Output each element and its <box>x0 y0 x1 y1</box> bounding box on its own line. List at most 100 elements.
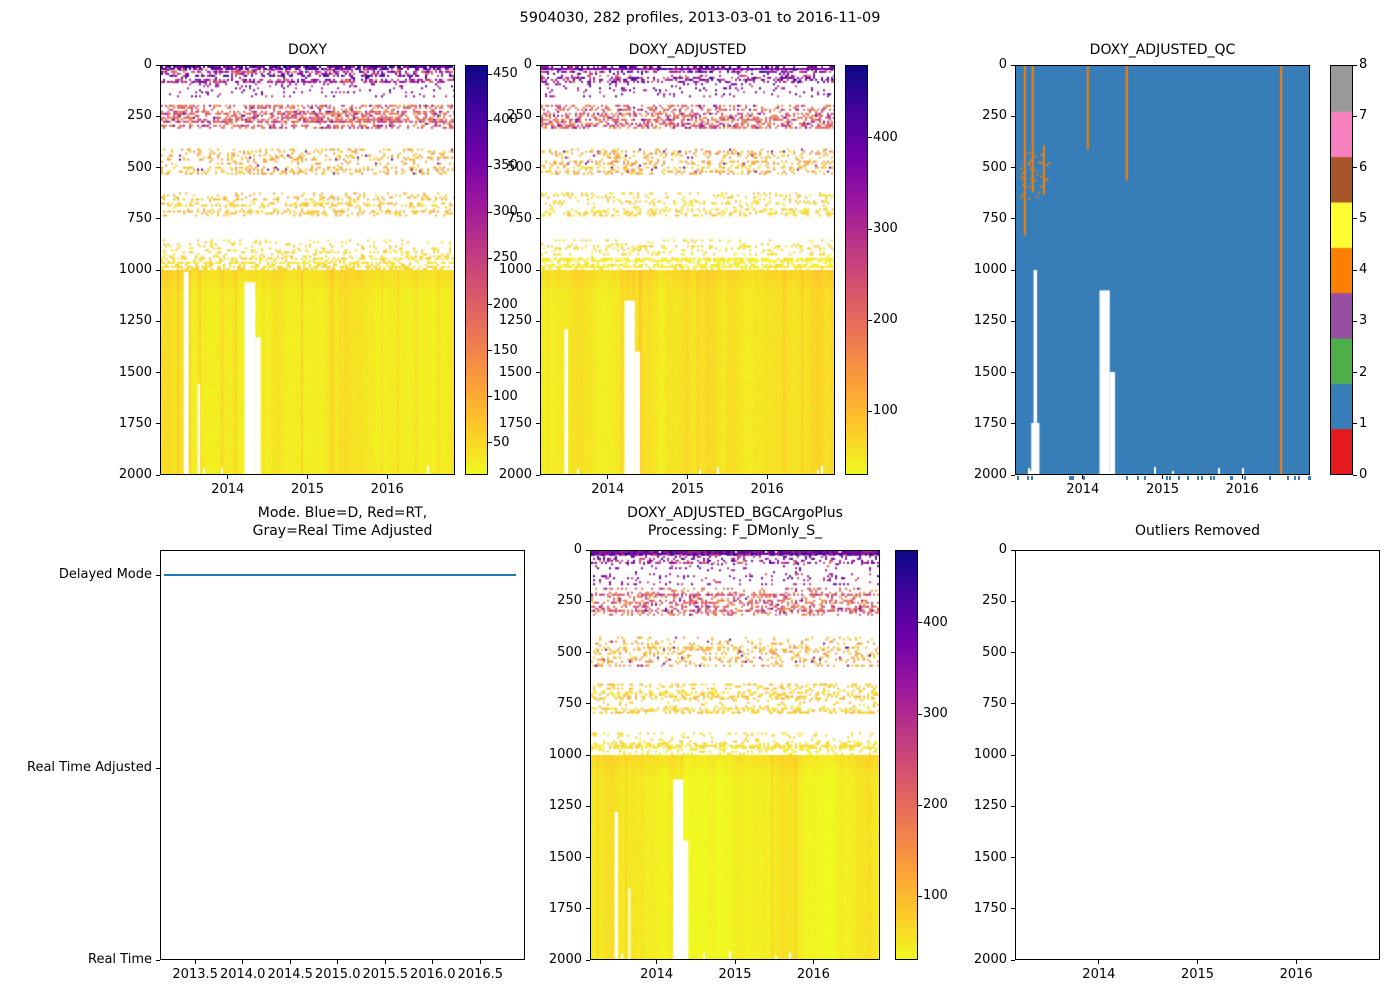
x-tick-mark <box>384 960 386 964</box>
y-tick-mark <box>536 115 540 117</box>
y-tick-mark <box>586 549 590 551</box>
doxy-adjusted-plot-area <box>540 65 835 475</box>
y-tick-label: 0 <box>998 542 1007 557</box>
colorbar-tick-label: 300 <box>493 204 518 220</box>
colorbar-tick-mark <box>488 119 492 121</box>
y-tick-mark <box>586 908 590 910</box>
qc-bottom-mark <box>1017 476 1020 480</box>
colorbar-tick-mark <box>1353 64 1357 66</box>
x-tick-mark <box>386 475 388 479</box>
y-tick-label: 1000 <box>548 747 582 762</box>
x-tick-label: 2014 <box>1066 482 1100 497</box>
colorbar-tick-mark <box>918 713 922 715</box>
x-tick-mark <box>194 960 196 964</box>
colorbar-tick-mark <box>1353 320 1357 322</box>
y-tick-mark <box>156 474 160 476</box>
subplot-title-bgc-line2: Processing: F_DMonly_S_ <box>647 523 823 539</box>
y-tick-label: 1250 <box>548 798 582 814</box>
colorbar-tick-label: 2 <box>1359 364 1368 380</box>
y-tick-label: 1500 <box>498 364 532 380</box>
y-tick-label: 750 <box>982 695 1007 711</box>
y-tick-mark <box>1011 703 1015 705</box>
y-tick-label: 1250 <box>973 798 1007 814</box>
y-tick-label: 1750 <box>118 415 152 431</box>
y-tick-label: 1250 <box>498 313 532 329</box>
doxy-colorbar-canvas <box>466 66 487 474</box>
y-tick-mark <box>586 857 590 858</box>
colorbar-tick-mark <box>1353 167 1357 168</box>
qc-bottom-mark <box>1209 476 1212 480</box>
y-tick-label: 1500 <box>973 849 1007 865</box>
subplot-title-doxy: DOXY <box>287 42 328 58</box>
outliers-removed-plot-area <box>1015 550 1380 960</box>
y-tick-mark <box>1011 474 1015 476</box>
x-tick-mark <box>812 960 814 964</box>
y-tick-mark <box>156 218 160 220</box>
colorbar-tick-mark <box>1353 423 1357 425</box>
x-tick-mark <box>227 475 229 479</box>
y-tick-mark <box>156 320 160 322</box>
doxy-adjusted-qc-plot-area <box>1015 65 1310 475</box>
y-tick-label: 1000 <box>498 262 532 277</box>
colorbar-tick-label: 200 <box>873 312 898 328</box>
colorbar-tick-label: 350 <box>493 158 518 174</box>
colorbar-tick-label: 3 <box>1359 313 1368 329</box>
x-tick-label: 2015.0 <box>314 967 361 982</box>
colorbar-tick-mark <box>868 319 872 321</box>
x-tick-mark <box>289 960 291 964</box>
y-tick-mark <box>586 600 590 602</box>
y-tick-mark <box>156 767 160 769</box>
qc-bottom-mark <box>1201 476 1204 480</box>
colorbar-tick-label: 7 <box>1359 108 1368 124</box>
x-tick-label: 2016.5 <box>457 967 504 982</box>
y-tick-label: 250 <box>127 108 152 124</box>
y-category-label: Real Time <box>88 952 152 967</box>
y-tick-label: 500 <box>557 644 582 660</box>
colorbar-tick-mark <box>918 804 922 806</box>
x-tick-label: 2014 <box>640 967 674 982</box>
x-tick-mark <box>766 475 768 479</box>
y-tick-mark <box>536 269 540 271</box>
y-tick-mark <box>536 64 540 66</box>
y-tick-mark <box>1011 549 1015 551</box>
y-tick-mark <box>586 703 590 705</box>
y-tick-mark <box>1011 600 1015 602</box>
qc-bottom-mark <box>1293 476 1296 480</box>
subplot-title-mode-line1: Mode. Blue=D, Red=RT, <box>257 505 428 521</box>
y-tick-label: 1250 <box>973 313 1007 329</box>
y-tick-mark <box>156 64 160 66</box>
colorbar-tick-mark <box>488 73 492 75</box>
y-tick-mark <box>1011 754 1015 756</box>
x-tick-mark <box>1162 475 1163 479</box>
figure-title: 5904030, 282 profiles, 2013-03-01 to 201… <box>519 10 881 26</box>
x-tick-label: 2015.5 <box>362 967 409 982</box>
bgcargoplus-plot-area <box>590 550 880 960</box>
colorbar-tick-mark <box>488 211 492 213</box>
colorbar-tick-mark <box>488 350 492 352</box>
qc-bottom-mark <box>1165 476 1168 480</box>
qc-bottom-mark <box>1143 476 1146 480</box>
x-tick-mark <box>242 960 244 964</box>
y-tick-mark <box>536 167 540 168</box>
qc-bottom-mark <box>1298 476 1301 480</box>
x-tick-label: 2014.5 <box>267 967 313 982</box>
colorbar-tick-label: 0 <box>1359 467 1368 482</box>
x-tick-mark <box>1098 960 1100 964</box>
y-tick-mark <box>156 959 160 961</box>
x-tick-mark <box>1197 960 1198 964</box>
colorbar-tick-mark <box>868 137 872 139</box>
x-tick-label: 2014 <box>1082 967 1116 982</box>
x-tick-label: 2014.0 <box>219 967 266 982</box>
y-tick-label: 1750 <box>548 900 582 916</box>
colorbar-tick-mark <box>488 396 492 398</box>
y-category-label: Real Time Adjusted <box>27 760 152 776</box>
colorbar-tick-label: 300 <box>873 221 898 236</box>
colorbar-tick-label: 200 <box>923 797 948 813</box>
y-tick-label: 1500 <box>973 364 1007 380</box>
y-category-label: Delayed Mode <box>58 567 152 583</box>
bgcargoplus-colorbar-canvas <box>896 551 917 959</box>
doxy-colorbar <box>465 65 488 475</box>
y-tick-label: 500 <box>982 159 1007 175</box>
x-tick-mark <box>607 475 609 479</box>
